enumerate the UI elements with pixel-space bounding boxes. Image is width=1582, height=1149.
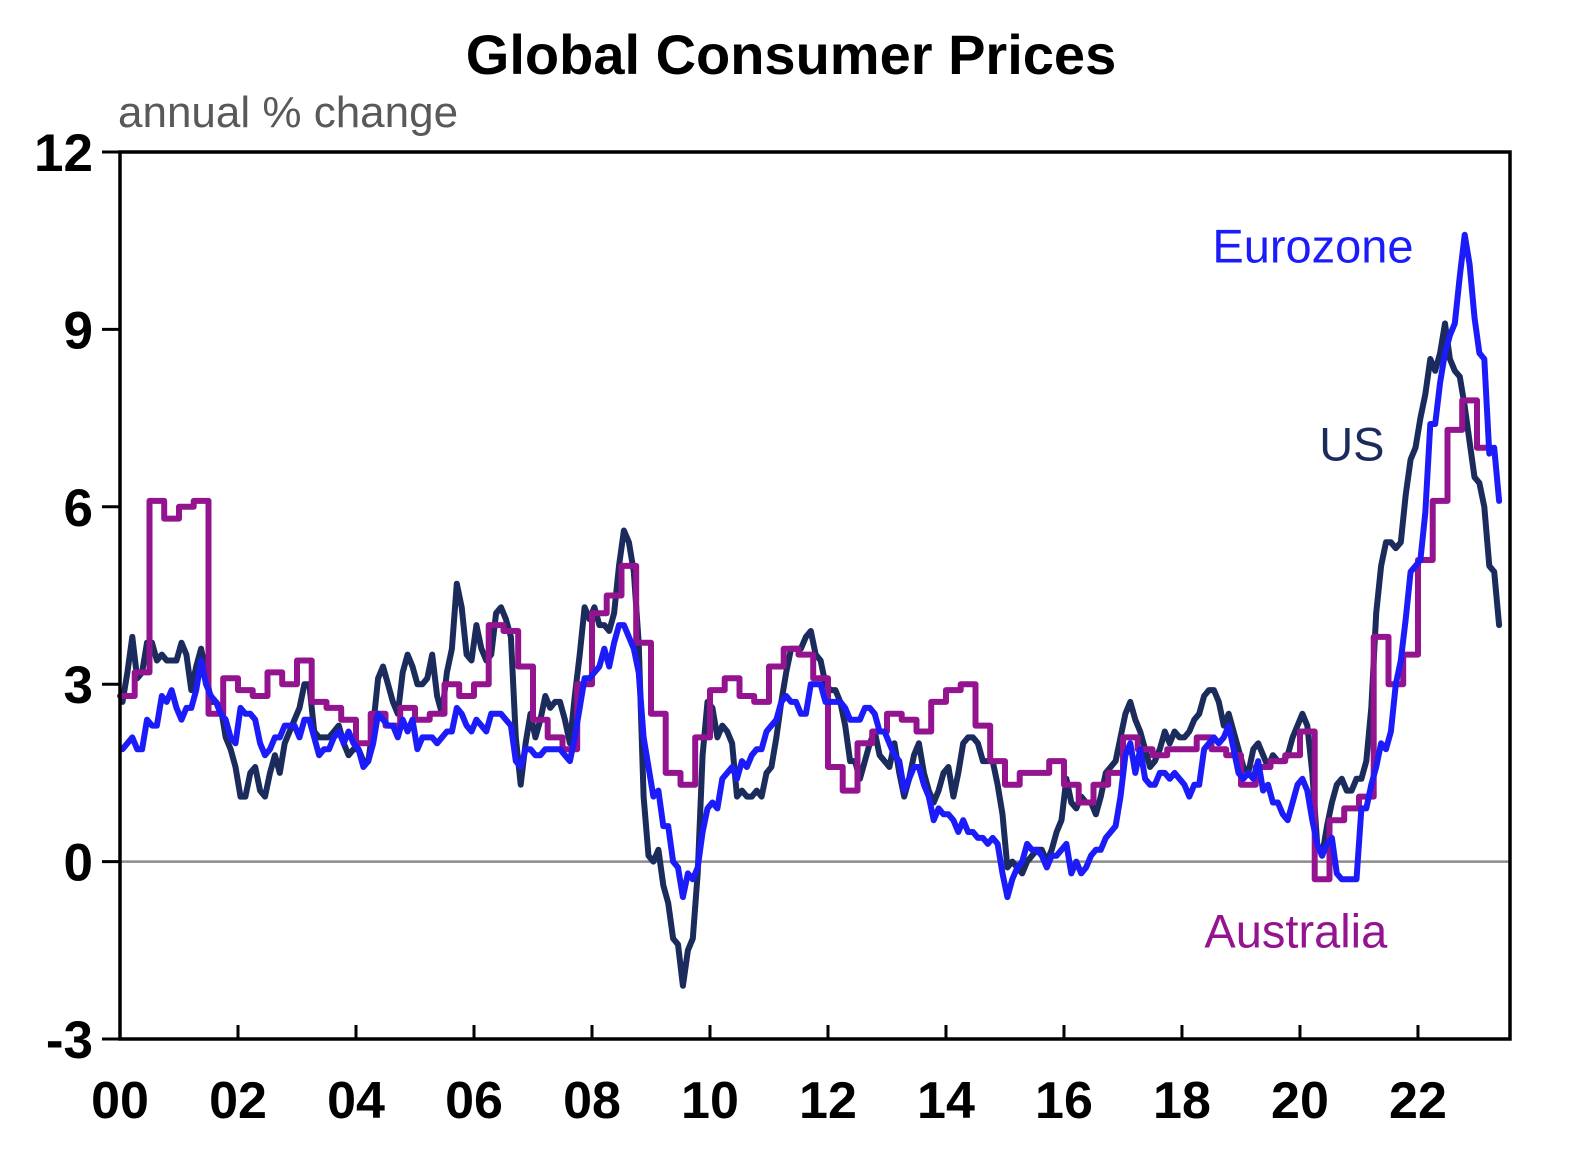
x-tick-label: 10 (681, 1072, 739, 1130)
y-tick-label: -3 (46, 1011, 93, 1070)
x-tick-label: 18 (1153, 1072, 1211, 1130)
x-tick-label: 20 (1271, 1072, 1329, 1130)
chart-title: Global Consumer Prices (465, 23, 1117, 86)
x-tick-label: 04 (327, 1072, 385, 1130)
y-tick-label: 0 (64, 834, 93, 893)
x-tick-label: 06 (445, 1072, 503, 1130)
x-tick-label: 16 (1035, 1072, 1093, 1130)
series-label-australia: Australia (1204, 904, 1388, 957)
plot-frame (118, 150, 1512, 1041)
x-tick-label: 12 (799, 1072, 857, 1130)
series-line-eurozone (119, 231, 1503, 901)
x-tick-label: 02 (209, 1072, 267, 1130)
x-tick-label: 08 (563, 1072, 621, 1130)
y-tick-label: 3 (64, 656, 93, 715)
series-line-australia (117, 397, 1495, 883)
series-label-us: US (1319, 418, 1384, 471)
y-tick-label: 6 (64, 479, 93, 538)
y-tick-label: 9 (64, 301, 93, 360)
x-tick-label: 22 (1389, 1072, 1447, 1130)
y-tick-label: 12 (34, 124, 93, 183)
chart-subtitle: annual % change (118, 88, 459, 137)
x-tick-label: 00 (91, 1072, 149, 1130)
series-label-eurozone: Eurozone (1212, 220, 1413, 273)
x-tick-label: 14 (917, 1072, 975, 1130)
